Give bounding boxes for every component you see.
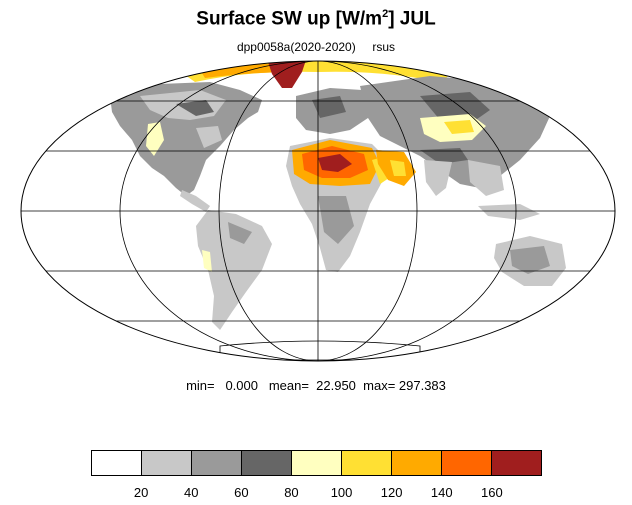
gobi-hot [444, 120, 474, 134]
map-outline [20, 60, 616, 362]
title-tail: ] JUL [388, 8, 436, 30]
africa-dark [318, 196, 354, 244]
central-america [180, 190, 210, 212]
title-superscript: 2 [382, 8, 389, 20]
colorbar-cell [492, 451, 541, 475]
greenland [268, 61, 306, 88]
colorbar [91, 450, 542, 476]
colorbar-tick-label: 100 [330, 485, 353, 500]
colorbar-cell [292, 451, 342, 475]
variable-label: rsus [372, 40, 396, 54]
colorbar-tick-label: 60 [234, 485, 249, 500]
colorbar-cell [192, 451, 242, 475]
colorbar-tick-label: 80 [284, 485, 299, 500]
tibet [420, 148, 468, 164]
colorbar-cell [342, 451, 392, 475]
colorbar-tick-label: 40 [183, 485, 199, 500]
plot-title: Surface SW up [W/m2] JUL [0, 8, 632, 30]
colorbar-cell [92, 451, 142, 475]
colorbar-cell [142, 451, 192, 475]
gridlines [21, 61, 615, 361]
south-america [196, 210, 272, 330]
land-layer [21, 61, 615, 361]
india [424, 160, 452, 196]
na-greatlakes [196, 126, 222, 148]
europe-dark [312, 96, 346, 118]
colorbar-tick-label: 20 [133, 485, 149, 500]
colorbar-cell [242, 451, 292, 475]
colorbar-tick-label: 160 [481, 485, 503, 500]
title-text: Surface SW up [W/m [196, 8, 383, 30]
sahara-core [318, 154, 352, 172]
se-asia [468, 160, 504, 196]
australia-dark [510, 246, 550, 274]
sa-andes [202, 250, 212, 272]
colorbar-cell [392, 451, 442, 475]
colorbar-cell [442, 451, 492, 475]
antarctica [219, 340, 421, 361]
colorbar-tick-label: 120 [380, 485, 403, 500]
north-america-dark [176, 100, 214, 116]
stats-summary: min= 0.000 mean= 22.950 max= 297.383 [186, 378, 446, 393]
colorbar-tick-labels: 20 40 60 80 100 120 140 160 [91, 485, 542, 501]
colorbar-tick-label: 140 [430, 485, 453, 500]
arabia-light [390, 160, 406, 176]
north-america [110, 82, 262, 196]
indonesia [478, 204, 540, 220]
plot-subtitle: dpp0058a(2020-2020) rsus [0, 40, 632, 54]
sa-dark [228, 222, 252, 244]
experiment-label: dpp0058a(2020-2020) [236, 40, 356, 54]
